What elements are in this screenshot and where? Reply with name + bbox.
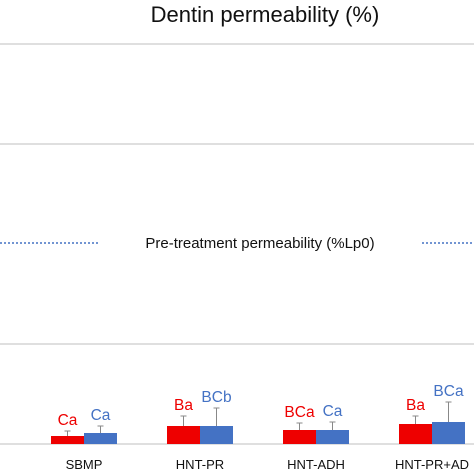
bar (84, 433, 117, 444)
x-tick-label: HNT-PR+AD (395, 457, 469, 472)
bar (432, 422, 465, 444)
x-tick-label: HNT-PR (176, 457, 224, 472)
significance-label: Ca (323, 403, 343, 420)
bar (283, 430, 316, 444)
significance-label: BCa (284, 404, 315, 421)
significance-label: Ba (174, 397, 193, 414)
bar (200, 426, 233, 444)
reference-line-group: Pre-treatment permeability (%Lp0) (0, 235, 474, 252)
bar (399, 424, 432, 444)
significance-label: Ca (58, 412, 78, 429)
significance-label: Ca (91, 407, 111, 424)
bar (51, 436, 84, 444)
significance-label: BCb (201, 389, 231, 406)
bars-group (51, 401, 465, 444)
bar (167, 426, 200, 444)
significance-label: Ba (406, 397, 425, 414)
x-tick-label: HNT-ADH (287, 457, 345, 472)
gridlines (0, 43, 474, 445)
bar (316, 430, 349, 444)
x-tick-label: SBMP (66, 457, 103, 472)
reference-line-label: Pre-treatment permeability (%Lp0) (145, 235, 374, 252)
significance-label: BCa (433, 383, 464, 400)
labels-group: Ca Ca SBMP Ba BCb HNT-PR BCa Ca HNT-ADH Ba BCa HNT-… (58, 383, 469, 472)
chart-title: Dentin permeability (%) (151, 2, 380, 27)
